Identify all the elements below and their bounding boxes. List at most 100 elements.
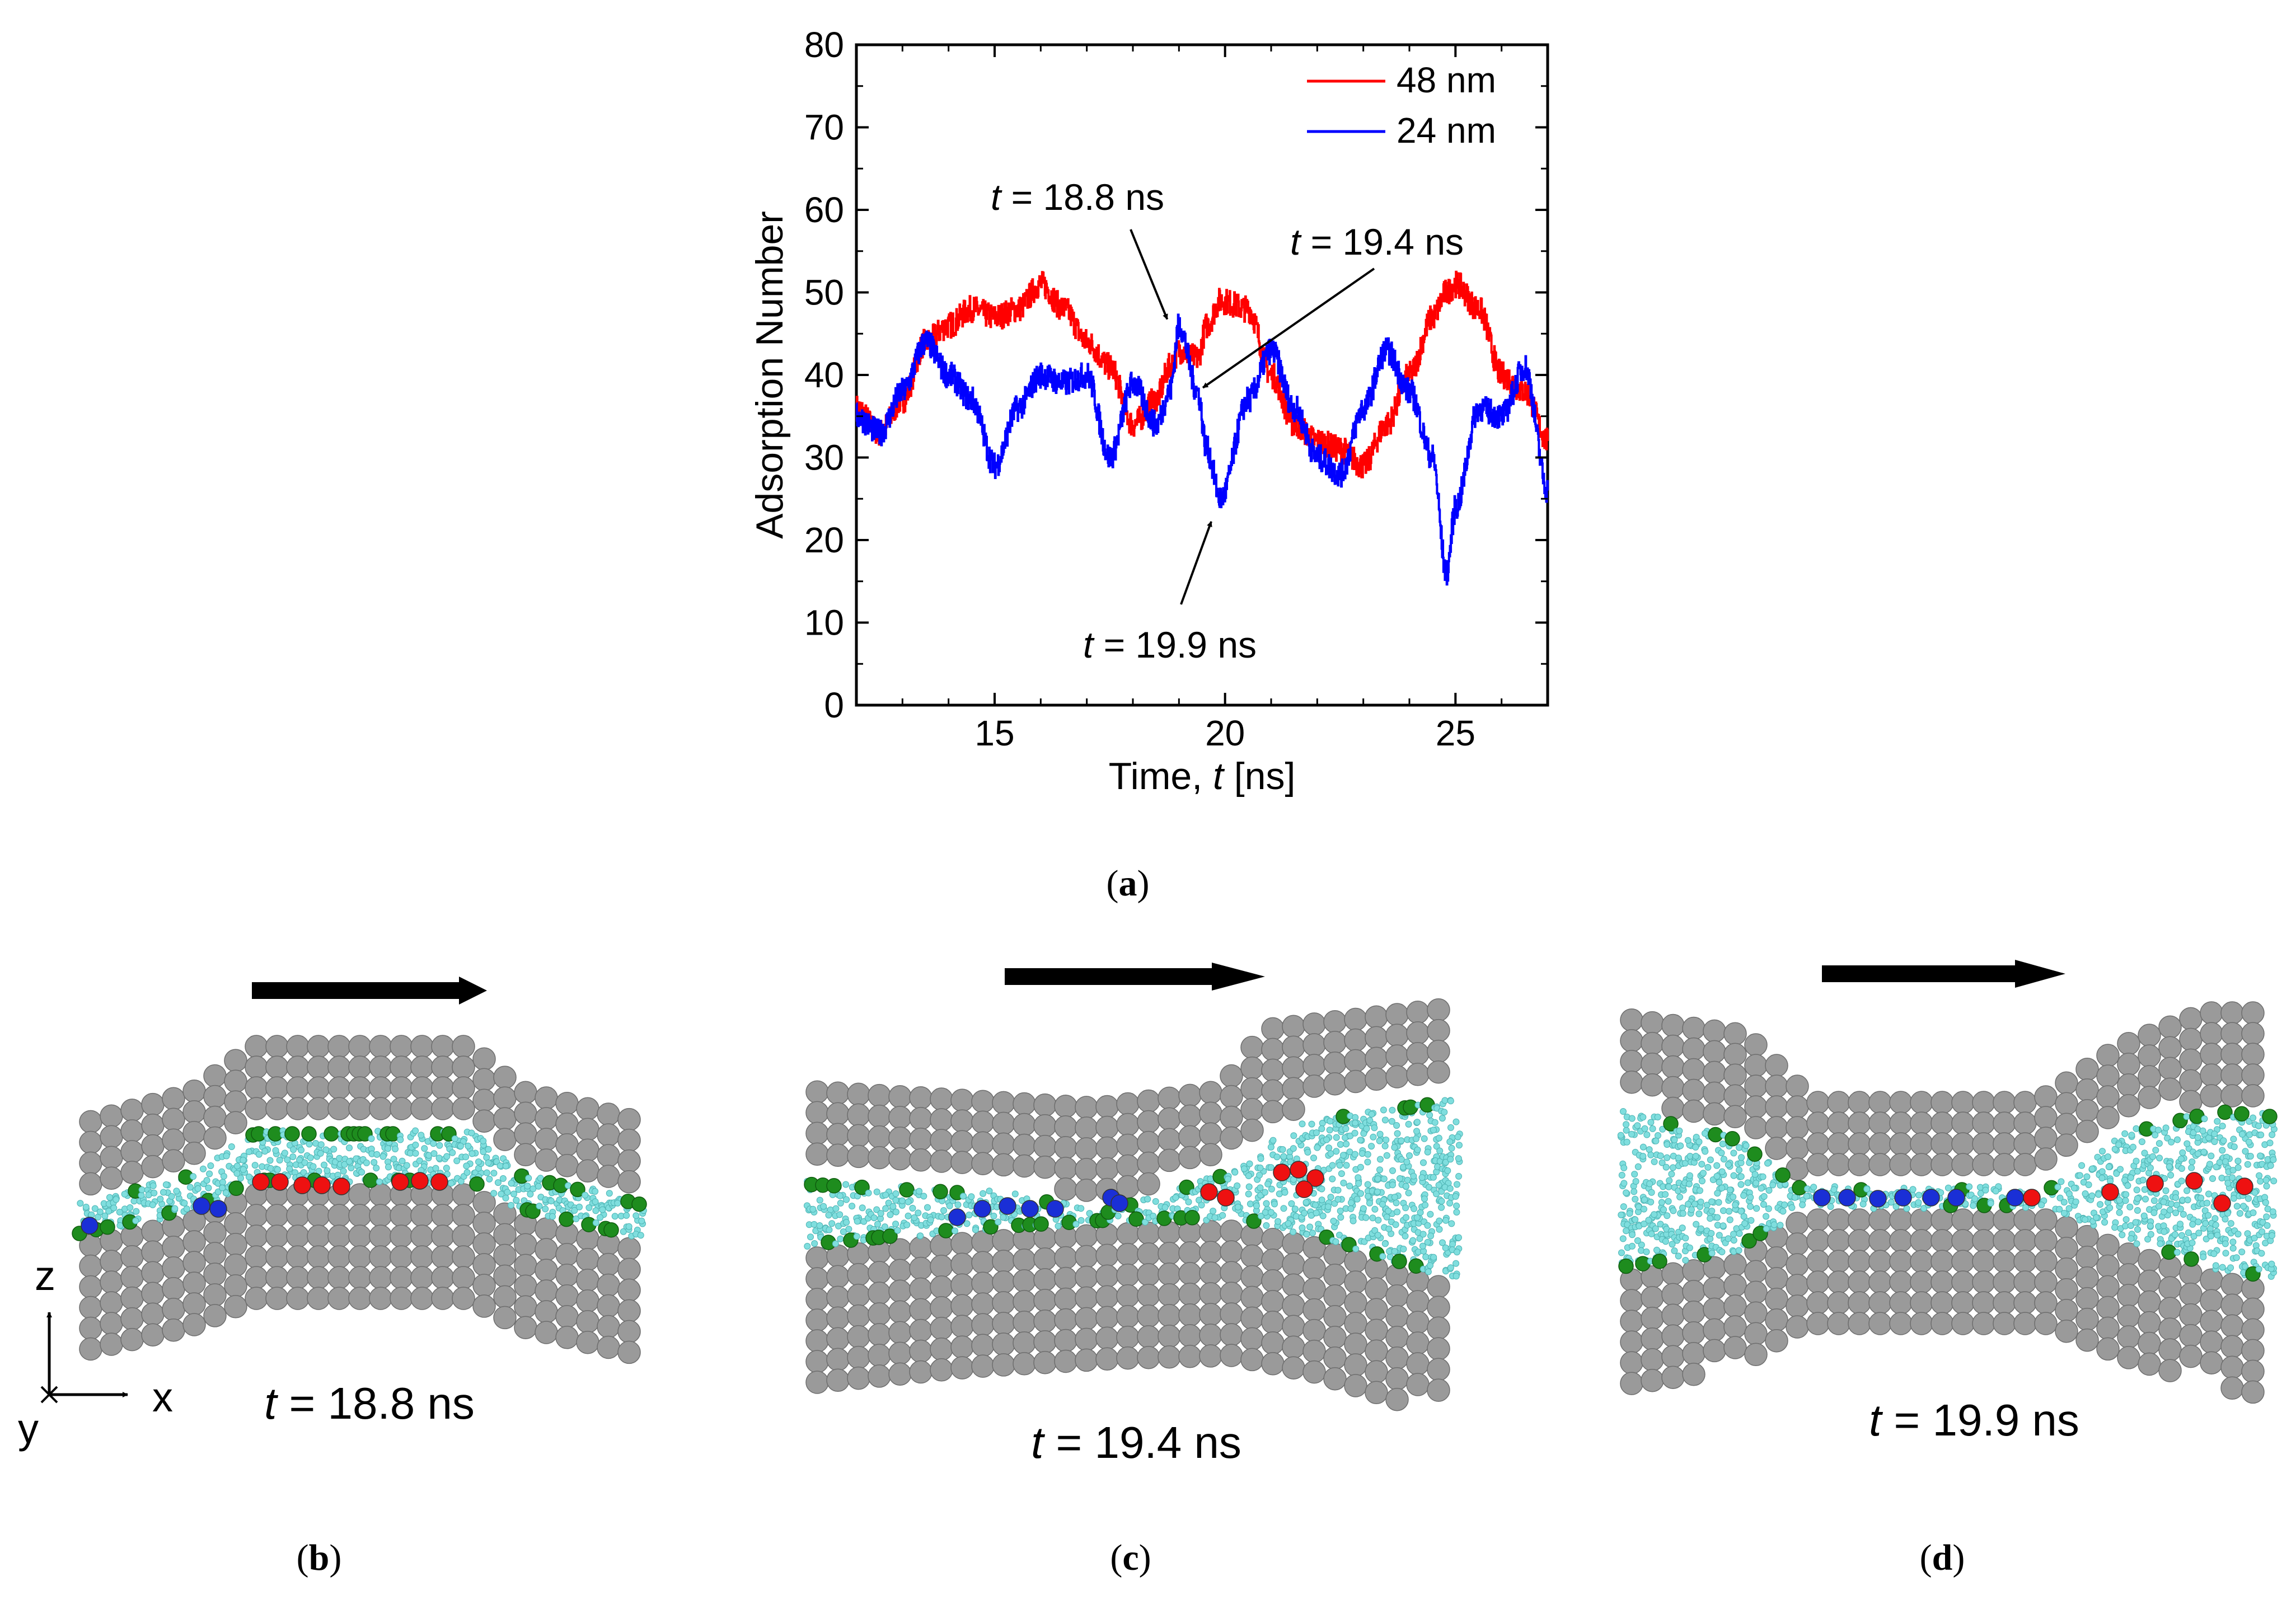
- upper-surface-atom: [1868, 1111, 1892, 1135]
- lower-surface-atom: [1930, 1291, 1954, 1315]
- water-molecule: [1634, 1237, 1641, 1244]
- water-molecule: [1671, 1136, 1678, 1143]
- upper-surface-atom: [2013, 1153, 2037, 1176]
- lower-surface-atom: [1806, 1229, 1830, 1252]
- upper-surface-atom: [930, 1087, 953, 1111]
- water-molecule: [1436, 1226, 1443, 1233]
- water-molecule: [2269, 1208, 2276, 1216]
- lower-surface-atom: [1302, 1339, 1326, 1363]
- lower-surface-atom: [1261, 1290, 1285, 1313]
- lower-surface-atom: [1951, 1229, 1975, 1252]
- water-molecule: [2205, 1212, 2212, 1219]
- water-molecule: [1648, 1189, 1655, 1196]
- water-molecule: [2224, 1180, 2232, 1187]
- lower-surface-atom: [2034, 1270, 2058, 1294]
- water-molecule: [1915, 1191, 1923, 1199]
- adsorbed-molecule: [1652, 1254, 1667, 1269]
- lower-surface-atom: [1137, 1325, 1160, 1349]
- upper-surface-atom: [203, 1064, 227, 1088]
- water-molecule: [121, 1190, 128, 1198]
- water-molecule: [499, 1175, 507, 1182]
- upper-surface-atom: [1385, 1065, 1409, 1088]
- water-molecule: [881, 1223, 888, 1231]
- upper-surface-atom: [576, 1138, 599, 1162]
- upper-surface-atom: [950, 1109, 974, 1133]
- lower-surface-atom: [182, 1313, 206, 1336]
- adsorbed-molecule: [2183, 1251, 2199, 1267]
- upper-surface-atom: [100, 1125, 123, 1148]
- lower-surface-atom: [1827, 1291, 1850, 1315]
- lower-surface-atom: [1951, 1312, 1975, 1335]
- water-molecule: [1357, 1137, 1364, 1144]
- lower-surface-atom: [2158, 1297, 2182, 1320]
- water-molecule: [1714, 1214, 1721, 1221]
- lower-surface-atom: [514, 1233, 537, 1256]
- axis-label-z: z: [35, 1252, 55, 1299]
- upper-surface-atom: [1365, 1047, 1388, 1071]
- water-molecule: [2219, 1123, 2226, 1130]
- lower-surface-atom: [245, 1287, 268, 1310]
- annotation-t-19-9: t = 19.9 ns: [1083, 624, 1257, 665]
- water-molecule: [1639, 1143, 1647, 1151]
- upper-surface-atom: [1054, 1115, 1077, 1139]
- lower-surface-atom: [2200, 1351, 2223, 1374]
- water-molecule: [289, 1153, 297, 1160]
- upper-surface-atom: [992, 1091, 1015, 1115]
- water-molecule: [859, 1204, 866, 1212]
- water-molecule: [1697, 1198, 1704, 1205]
- upper-surface-atom: [805, 1080, 829, 1104]
- upper-surface-atom: [2075, 1057, 2099, 1081]
- water-molecule: [1716, 1179, 1723, 1186]
- lower-surface-atom: [888, 1259, 912, 1282]
- water-molecule: [1810, 1184, 1817, 1191]
- water-molecule: [940, 1207, 947, 1214]
- upper-surface-atom: [1641, 1031, 1664, 1055]
- lower-surface-atom: [909, 1277, 933, 1301]
- water-molecule: [1011, 1190, 1019, 1198]
- lower-surface-atom: [1116, 1263, 1140, 1287]
- lower-surface-atom: [1302, 1277, 1326, 1301]
- lower-surface-atom: [100, 1291, 123, 1315]
- water-molecule: [2245, 1138, 2252, 1146]
- water-molecule: [1376, 1130, 1384, 1138]
- lower-surface-atom: [2075, 1245, 2099, 1269]
- water-molecule: [1693, 1221, 1700, 1228]
- water-molecule: [1308, 1120, 1315, 1128]
- upper-surface-atom: [2117, 1053, 2140, 1076]
- water-molecule: [1670, 1207, 1677, 1214]
- water-molecule: [2200, 1148, 2208, 1156]
- lower-surface-atom: [1261, 1249, 1285, 1272]
- lower-surface-atom: [909, 1339, 933, 1363]
- upper-surface-atom: [1302, 1075, 1326, 1098]
- upper-surface-atom: [1806, 1153, 1830, 1176]
- lower-surface-atom: [2241, 1297, 2265, 1321]
- water-molecule: [2160, 1222, 2167, 1230]
- water-molecule: [240, 1166, 247, 1173]
- water-molecule: [1353, 1195, 1361, 1203]
- lower-surface-atom: [307, 1287, 330, 1310]
- water-molecule: [1411, 1205, 1418, 1212]
- water-molecule: [2244, 1161, 2251, 1168]
- water-molecule: [2088, 1165, 2096, 1172]
- water-molecule: [1456, 1142, 1463, 1149]
- water-molecule: [1658, 1199, 1665, 1206]
- lower-surface-atom: [1868, 1250, 1892, 1273]
- lower-surface-atom: [971, 1334, 995, 1357]
- lower-surface-atom: [1054, 1246, 1077, 1270]
- water-molecule: [1830, 1186, 1838, 1193]
- water-molecule: [887, 1211, 894, 1218]
- y-tick-label: 0: [824, 685, 844, 725]
- water-molecule: [1454, 1181, 1460, 1188]
- water-molecule: [1263, 1222, 1270, 1229]
- lower-surface-atom: [286, 1204, 310, 1227]
- water-molecule: [832, 1205, 840, 1212]
- water-molecule: [1374, 1175, 1381, 1183]
- lower-surface-atom: [1765, 1287, 1788, 1311]
- upper-surface-atom: [100, 1104, 123, 1128]
- water-molecule: [2060, 1209, 2068, 1217]
- upper-surface-atom: [1786, 1095, 1809, 1119]
- lower-surface-atom: [930, 1296, 953, 1320]
- upper-surface-atom: [1661, 1034, 1685, 1058]
- upper-surface-atom: [1806, 1111, 1830, 1135]
- y-tick-label: 30: [804, 438, 844, 478]
